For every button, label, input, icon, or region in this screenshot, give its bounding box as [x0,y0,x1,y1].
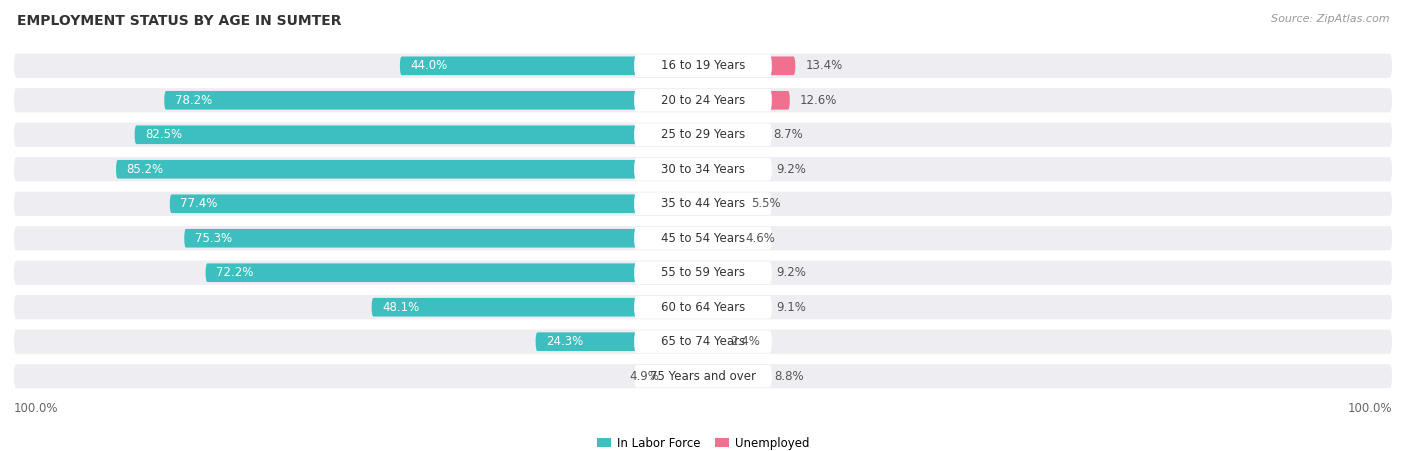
FancyBboxPatch shape [634,158,772,180]
Text: 16 to 19 Years: 16 to 19 Years [661,59,745,72]
Text: 48.1%: 48.1% [382,301,419,314]
Legend: In Labor Force, Unemployed: In Labor Force, Unemployed [592,432,814,451]
Text: Source: ZipAtlas.com: Source: ZipAtlas.com [1271,14,1389,23]
Text: 2.4%: 2.4% [730,335,759,348]
Text: 85.2%: 85.2% [127,163,163,176]
FancyBboxPatch shape [14,192,1392,216]
Text: 24.3%: 24.3% [546,335,583,348]
FancyBboxPatch shape [703,56,796,75]
FancyBboxPatch shape [184,229,703,248]
Text: 100.0%: 100.0% [14,402,59,415]
Text: 13.4%: 13.4% [806,59,844,72]
FancyBboxPatch shape [634,193,772,215]
Text: 20 to 24 Years: 20 to 24 Years [661,94,745,107]
Text: 78.2%: 78.2% [174,94,212,107]
FancyBboxPatch shape [14,364,1392,388]
FancyBboxPatch shape [634,365,772,387]
FancyBboxPatch shape [14,123,1392,147]
FancyBboxPatch shape [703,194,741,213]
Text: 75 Years and over: 75 Years and over [650,370,756,383]
FancyBboxPatch shape [536,332,703,351]
FancyBboxPatch shape [634,55,772,77]
FancyBboxPatch shape [703,160,766,179]
Text: 45 to 54 Years: 45 to 54 Years [661,232,745,245]
Text: 8.7%: 8.7% [773,128,803,141]
FancyBboxPatch shape [14,226,1392,250]
Text: 72.2%: 72.2% [217,266,253,279]
Text: 25 to 29 Years: 25 to 29 Years [661,128,745,141]
Text: 9.1%: 9.1% [776,301,806,314]
Text: 12.6%: 12.6% [800,94,838,107]
Text: 9.2%: 9.2% [776,266,807,279]
Text: 65 to 74 Years: 65 to 74 Years [661,335,745,348]
FancyBboxPatch shape [165,91,703,110]
FancyBboxPatch shape [170,194,703,213]
Text: 75.3%: 75.3% [194,232,232,245]
Text: 55 to 59 Years: 55 to 59 Years [661,266,745,279]
FancyBboxPatch shape [14,88,1392,112]
FancyBboxPatch shape [634,331,772,353]
Text: 82.5%: 82.5% [145,128,183,141]
Text: 30 to 34 Years: 30 to 34 Years [661,163,745,176]
FancyBboxPatch shape [117,160,703,179]
FancyBboxPatch shape [634,227,772,249]
Text: 60 to 64 Years: 60 to 64 Years [661,301,745,314]
FancyBboxPatch shape [399,56,703,75]
Text: 4.6%: 4.6% [745,232,775,245]
FancyBboxPatch shape [135,125,703,144]
FancyBboxPatch shape [14,295,1392,319]
Text: 9.2%: 9.2% [776,163,807,176]
Text: EMPLOYMENT STATUS BY AGE IN SUMTER: EMPLOYMENT STATUS BY AGE IN SUMTER [17,14,342,28]
FancyBboxPatch shape [703,332,720,351]
FancyBboxPatch shape [634,262,772,284]
Text: 100.0%: 100.0% [1347,402,1392,415]
FancyBboxPatch shape [703,229,735,248]
FancyBboxPatch shape [669,367,703,386]
FancyBboxPatch shape [14,157,1392,181]
FancyBboxPatch shape [703,125,763,144]
FancyBboxPatch shape [634,124,772,146]
FancyBboxPatch shape [703,91,790,110]
FancyBboxPatch shape [14,330,1392,354]
FancyBboxPatch shape [14,261,1392,285]
Text: 44.0%: 44.0% [411,59,447,72]
Text: 5.5%: 5.5% [751,197,780,210]
Text: 77.4%: 77.4% [180,197,218,210]
Text: 4.9%: 4.9% [628,370,659,383]
FancyBboxPatch shape [634,89,772,111]
FancyBboxPatch shape [371,298,703,317]
FancyBboxPatch shape [703,367,763,386]
FancyBboxPatch shape [634,296,772,318]
FancyBboxPatch shape [703,263,766,282]
Text: 8.8%: 8.8% [773,370,804,383]
FancyBboxPatch shape [703,298,766,317]
FancyBboxPatch shape [205,263,703,282]
FancyBboxPatch shape [14,54,1392,78]
Text: 35 to 44 Years: 35 to 44 Years [661,197,745,210]
